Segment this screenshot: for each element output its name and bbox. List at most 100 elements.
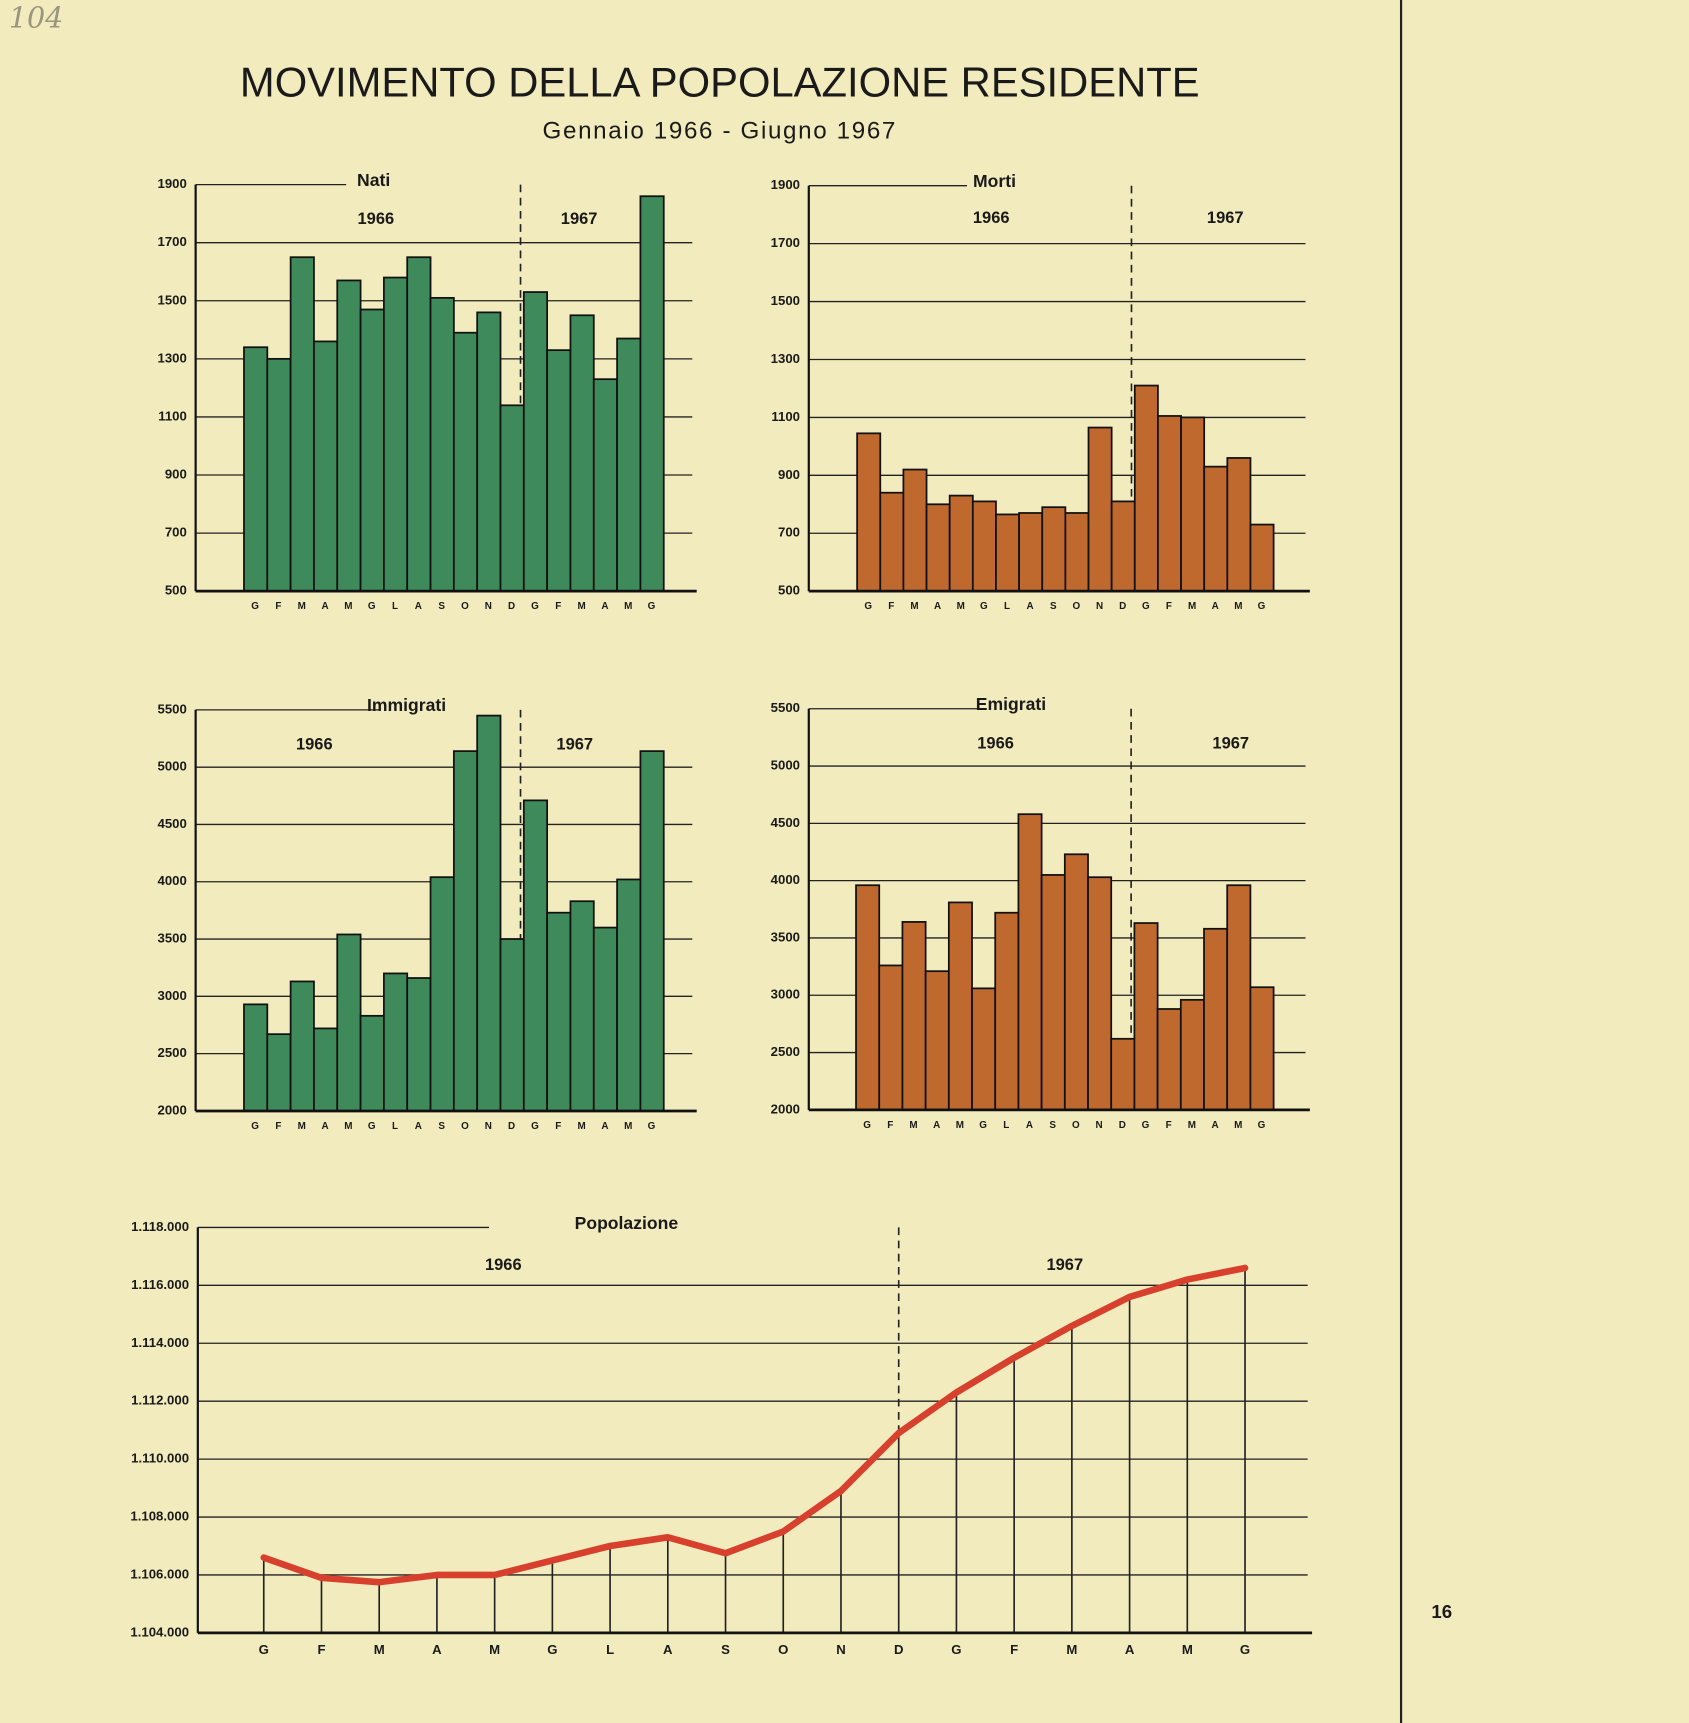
bar [1133,922,1159,1111]
x-tick-label: A [1027,601,1035,612]
x-tick-label: G [648,601,657,612]
x-tick-label: M [957,601,966,612]
x-tick-label: M [298,601,307,612]
y-tick-label: 500 [778,583,800,598]
year-label: 1966 [973,209,1010,227]
x-tick-label: G [547,1642,557,1657]
bar [1040,874,1066,1111]
x-tick-label: M [1234,601,1243,612]
y-tick-label: 3500 [158,931,187,946]
x-tick-label: A [933,1120,941,1131]
year-label: 1967 [1046,1256,1083,1274]
bar [1249,523,1275,593]
x-tick-label: D [508,1121,516,1132]
bar [452,331,479,593]
bar [429,296,455,593]
chart-title: Nati [357,170,390,190]
bar [901,921,927,1111]
y-tick-label: 1.112.000 [131,1393,189,1408]
page-number: 16 [1431,1601,1452,1622]
bar [1110,500,1136,593]
x-tick-label: G [1240,1642,1250,1657]
bar [289,980,315,1112]
x-tick-label: N [485,601,493,612]
x-tick-label: O [461,1121,470,1132]
bar [879,491,905,593]
x-tick-label: M [1234,1120,1243,1131]
bar [266,357,292,593]
bar [616,337,642,593]
y-tick-label: 3000 [771,987,800,1002]
y-tick-label: 4500 [158,816,187,831]
x-tick-label: N [836,1642,846,1657]
x-tick-label: A [415,601,423,612]
x-tick-label: F [555,1121,562,1132]
y-tick-label: 1300 [158,350,187,365]
bar [1110,1037,1136,1111]
x-tick-label: M [1188,1120,1197,1131]
x-tick-label: S [438,601,446,612]
bar [925,503,951,593]
y-tick-label: 2000 [771,1101,800,1116]
bar [1064,512,1090,593]
y-tick-label: 2500 [158,1045,187,1060]
x-tick-label: G [259,1642,269,1657]
x-tick-label: L [606,1642,614,1657]
x-tick-label: M [909,1120,918,1131]
x-tick-label: F [888,601,895,612]
x-tick-label: F [555,601,562,612]
x-tick-label: G [251,601,260,612]
x-tick-label: A [601,1121,609,1132]
bar [429,876,455,1112]
year-label: 1966 [485,1256,522,1274]
bar [1018,512,1044,593]
bar [243,1003,269,1112]
x-tick-label: M [489,1642,500,1657]
bar [313,340,339,593]
bar [994,911,1020,1111]
x-tick-label: M [298,1121,307,1132]
page-subtitle: Gennaio 1966 - Giugno 1967 [543,117,897,144]
x-tick-label: M [1066,1642,1077,1657]
bar [1203,465,1229,593]
y-tick-label: 900 [778,467,800,482]
y-tick-label: 700 [165,525,187,540]
x-tick-label: F [887,1120,894,1131]
bar [856,432,882,593]
bar [902,468,928,593]
x-tick-label: A [415,1121,423,1132]
bar [1180,416,1206,593]
y-tick-label: 1700 [771,235,800,250]
x-tick-label: S [1050,601,1058,612]
page-title: MOVIMENTO DELLA POPOLAZIONE RESIDENTE [240,59,1200,106]
bar [592,926,618,1112]
x-tick-label: M [624,601,633,612]
y-tick-label: 4000 [158,873,187,888]
x-tick-label: A [432,1642,442,1657]
bar [971,987,997,1111]
x-tick-label: M [1182,1642,1193,1657]
y-tick-label: 1.116.000 [131,1277,189,1292]
bar [359,1014,385,1112]
x-tick-label: M [577,601,586,612]
x-tick-label: A [321,1121,329,1132]
x-tick-label: G [531,601,540,612]
y-tick-label: 1500 [158,292,187,307]
x-tick-label: G [1258,601,1267,612]
bar [1226,884,1252,1111]
y-tick-label: 1100 [158,408,187,423]
bar [476,311,502,593]
bar [383,276,409,593]
x-tick-label: M [956,1120,965,1131]
bar [476,714,502,1112]
x-tick-label: A [321,601,329,612]
x-tick-label: N [1096,601,1104,612]
x-tick-label: D [1119,1120,1127,1131]
x-tick-label: A [1125,1642,1135,1657]
y-tick-label: 4500 [771,815,800,830]
chart-title: Emigrati [976,694,1046,714]
bar [406,256,432,593]
year-label: 1966 [977,734,1014,752]
